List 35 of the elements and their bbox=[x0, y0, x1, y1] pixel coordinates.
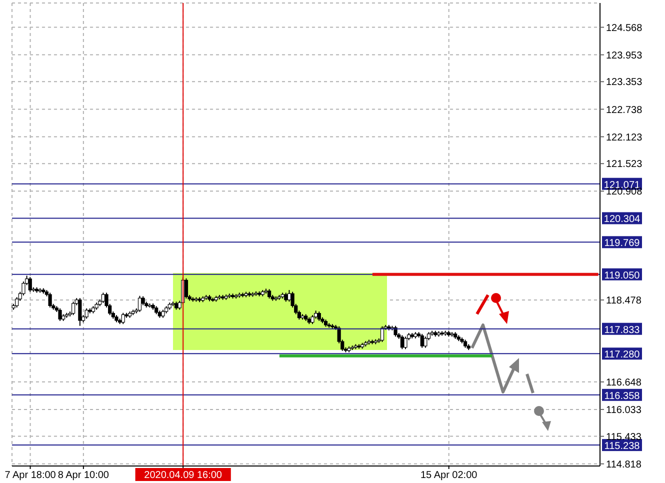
y-tick-label: 116.033 bbox=[606, 404, 642, 416]
candlestick bbox=[267, 288, 272, 300]
y-tick-label: 122.123 bbox=[606, 132, 643, 144]
candlestick bbox=[404, 336, 408, 350]
candlestick bbox=[317, 311, 321, 322]
ref-line-label: 119.050 bbox=[604, 270, 640, 282]
x-tick-label: 2020.04.09 16:00 bbox=[144, 470, 222, 481]
candlestick bbox=[71, 301, 76, 316]
x-tick-label: 15 Apr 02:00 bbox=[420, 470, 478, 481]
x-tick-label: 7 Apr 18:00 bbox=[4, 470, 56, 481]
candlestick bbox=[58, 308, 62, 322]
ref-line-label: 115.238 bbox=[604, 441, 640, 452]
candlestick bbox=[424, 336, 428, 348]
x-tick-label: 8 Apr 10:00 bbox=[58, 470, 110, 481]
y-tick-label: 122.738 bbox=[606, 104, 643, 116]
ref-line-label: 117.280 bbox=[604, 350, 640, 361]
candlestick bbox=[394, 325, 398, 338]
ref-line-label: 120.304 bbox=[604, 214, 641, 226]
y-tick-label: 123.953 bbox=[606, 50, 643, 62]
ref-line-label: 119.769 bbox=[604, 238, 640, 250]
ref-line-label: 117.833 bbox=[604, 324, 640, 336]
y-tick-label: 124.568 bbox=[606, 22, 643, 34]
y-tick-label: 123.353 bbox=[606, 77, 643, 88]
candlestick bbox=[84, 308, 88, 320]
candlestick bbox=[121, 312, 125, 325]
candlestick bbox=[184, 278, 188, 300]
y-tick-label: 116.648 bbox=[606, 377, 642, 388]
y-tick-label: 118.478 bbox=[606, 296, 642, 307]
candlestick bbox=[138, 295, 142, 312]
candlestick bbox=[28, 276, 32, 292]
y-tick-label: 121.523 bbox=[606, 159, 643, 170]
candlestick bbox=[78, 298, 82, 326]
candlestick bbox=[48, 292, 52, 308]
y-tick-label: 114.818 bbox=[606, 459, 642, 470]
ref-line-label: 116.358 bbox=[604, 390, 640, 402]
